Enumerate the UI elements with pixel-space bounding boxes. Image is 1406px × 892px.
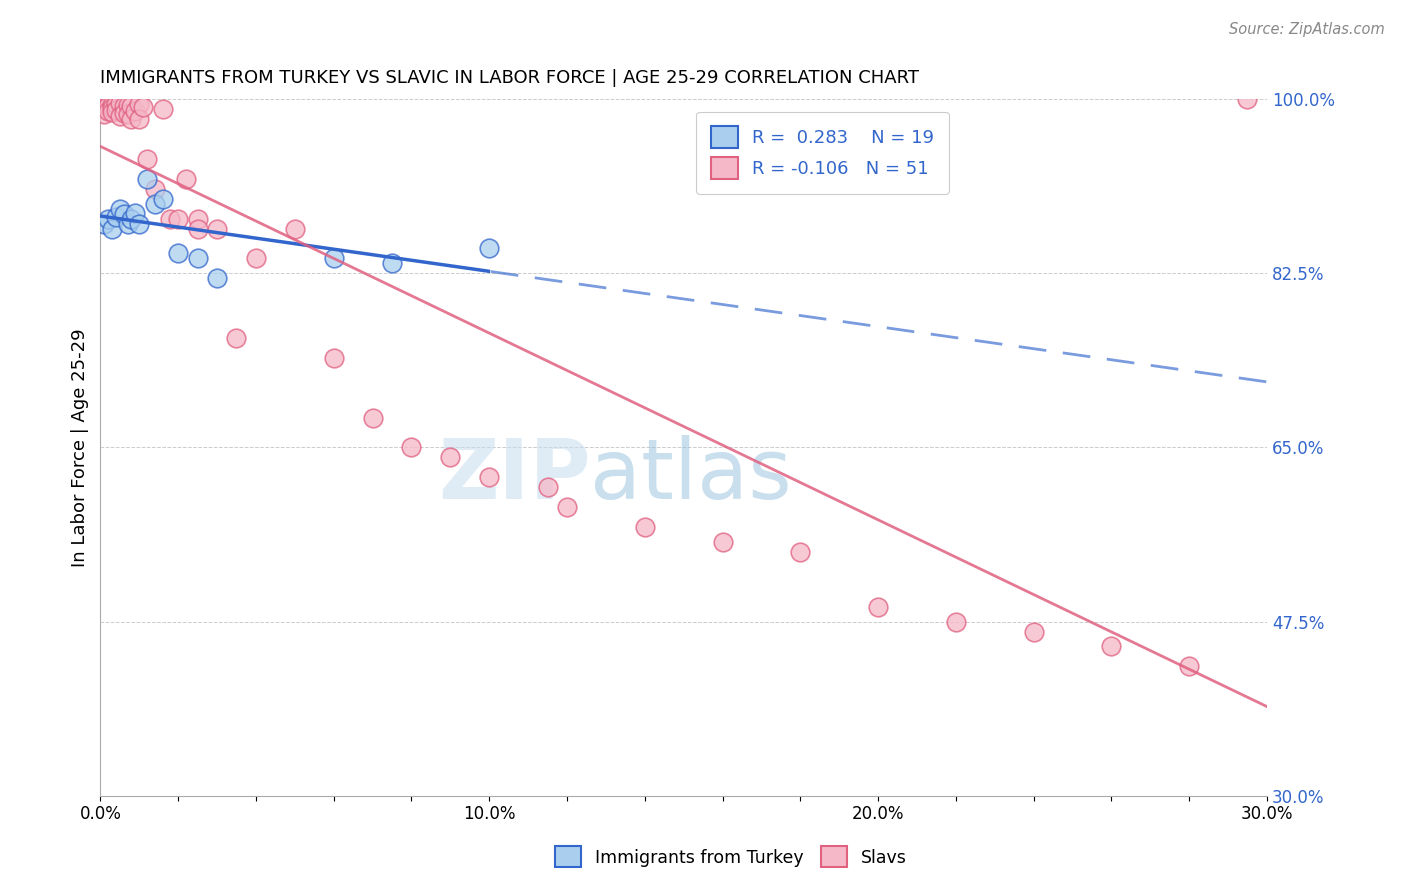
Point [128,217,150,231]
Point [97,211,120,226]
Point [1099,640,1122,654]
Point [124,205,146,219]
Point [93,102,115,116]
Point [1236,92,1258,106]
Point [245,252,267,266]
Point [112,106,135,120]
Point [97,99,120,113]
Legend: Immigrants from Turkey, Slavs: Immigrants from Turkey, Slavs [548,839,914,874]
Point [117,107,139,121]
Point [205,221,228,235]
Point [1022,624,1045,639]
Point [187,252,209,266]
Point [117,98,139,112]
Point [117,217,139,231]
Point [159,211,181,226]
Point [128,112,150,127]
Text: ZIP: ZIP [437,434,591,516]
Point [187,221,209,235]
Point [152,102,174,116]
Point [120,211,142,226]
Point [143,196,166,211]
Point [104,97,127,112]
Point [187,211,209,226]
Point [124,104,146,119]
Point [136,152,159,166]
Point [132,100,155,114]
Point [93,107,115,121]
Point [322,252,344,266]
Point [174,171,197,186]
Point [225,331,247,345]
Point [868,599,890,614]
Point [104,210,127,224]
Point [101,221,124,235]
Point [136,171,159,186]
Point [945,615,967,629]
Point [152,192,174,206]
Point [120,99,142,113]
Point [120,112,142,127]
Point [143,182,166,196]
Point [401,441,423,455]
Point [1178,659,1201,673]
Point [128,97,150,112]
Point [97,96,120,111]
Point [284,221,307,235]
Point [536,480,558,494]
Point [108,96,131,111]
Point [478,470,501,484]
Point [634,520,657,534]
Point [205,271,228,285]
Point [789,545,811,559]
Point [101,101,124,115]
Text: Source: ZipAtlas.com: Source: ZipAtlas.com [1229,22,1385,37]
Point [555,500,578,515]
Point [101,98,124,112]
Point [711,535,734,549]
Point [97,104,120,119]
Point [112,206,135,220]
Point [112,99,135,113]
Point [167,246,190,260]
Point [439,450,461,465]
Text: atlas: atlas [591,434,792,516]
Point [93,217,115,231]
Point [478,242,501,256]
Point [381,256,404,270]
Text: IMMIGRANTS FROM TURKEY VS SLAVIC IN LABOR FORCE | AGE 25-29 CORRELATION CHART: IMMIGRANTS FROM TURKEY VS SLAVIC IN LABO… [100,69,920,87]
Point [93,97,115,112]
Point [101,105,124,120]
Point [108,202,131,216]
Point [108,109,131,123]
Point [167,211,190,226]
Legend: R =  0.283    N = 19, R = -0.106   N = 51: R = 0.283 N = 19, R = -0.106 N = 51 [696,112,949,194]
Point [322,351,344,365]
Point [104,103,127,117]
Y-axis label: In Labor Force | Age 25-29: In Labor Force | Age 25-29 [72,328,89,566]
Point [361,410,384,425]
